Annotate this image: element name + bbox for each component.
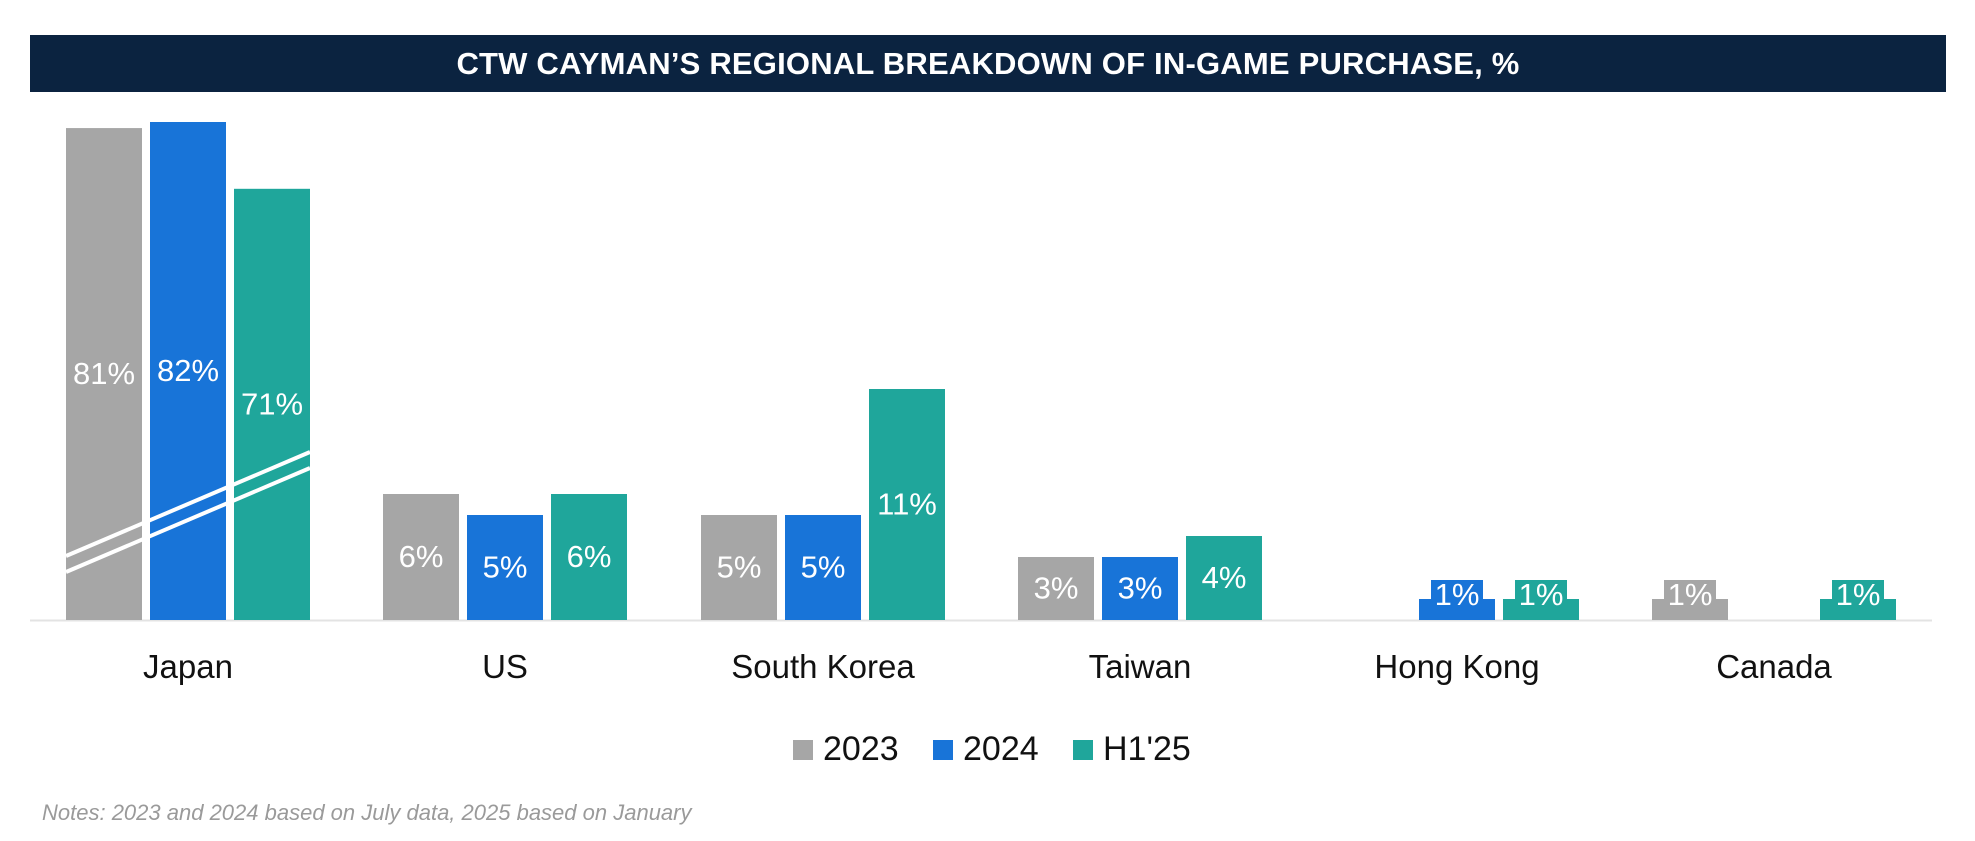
legend-swatch xyxy=(1073,740,1093,760)
data-label-canada-h125: 1% xyxy=(1836,577,1881,612)
data-label-us-2023: 6% xyxy=(399,539,444,574)
legend-label: 2023 xyxy=(823,730,899,768)
bar-japan-2024 xyxy=(150,122,226,620)
x-tick-label: Canada xyxy=(1716,648,1832,685)
data-label-japan-2024: 82% xyxy=(157,353,219,388)
legend-label: H1'25 xyxy=(1103,730,1191,768)
chart-title: CTW CAYMAN’S REGIONAL BREAKDOWN OF IN-GA… xyxy=(456,45,1520,81)
legend-swatch xyxy=(933,740,953,760)
data-label-us-h125: 6% xyxy=(567,539,612,574)
data-label-japan-h125: 71% xyxy=(241,386,303,421)
data-label-taiwan-2024: 3% xyxy=(1118,571,1163,606)
bar-taiwan-h125 xyxy=(1186,536,1262,620)
bar-us-2023 xyxy=(383,494,459,620)
x-tick-label: South Korea xyxy=(731,648,915,685)
bar-south-korea-h125 xyxy=(869,389,945,620)
axis-break-line xyxy=(65,466,311,574)
axis-break-line xyxy=(65,450,311,558)
data-label-taiwan-2023: 3% xyxy=(1034,571,1079,606)
x-tick-label: Japan xyxy=(143,648,233,685)
legend-label: 2024 xyxy=(963,730,1039,768)
data-label-japan-2023: 81% xyxy=(73,356,135,391)
bar-south-korea-2023 xyxy=(701,515,777,620)
bar-taiwan-2023 xyxy=(1018,557,1094,620)
data-label-south-korea-2023: 5% xyxy=(717,550,762,585)
bar-us-h125 xyxy=(551,494,627,620)
bar-taiwan-2024 xyxy=(1102,557,1178,620)
x-tick-label: US xyxy=(482,648,528,685)
data-label-hong-kong-2024: 1% xyxy=(1435,577,1480,612)
data-label-taiwan-h125: 4% xyxy=(1202,560,1247,595)
chart-title-bar: CTW CAYMAN’S REGIONAL BREAKDOWN OF IN-GA… xyxy=(30,35,1946,92)
chart-notes: Notes: 2023 and 2024 based on July data,… xyxy=(42,800,692,825)
bar-us-2024 xyxy=(467,515,543,620)
data-label-hong-kong-h125: 1% xyxy=(1519,577,1564,612)
data-label-bg-hong-kong-2024 xyxy=(1431,580,1483,620)
data-label-canada-2023: 1% xyxy=(1668,577,1713,612)
legend-swatch xyxy=(793,740,813,760)
x-tick-label: Hong Kong xyxy=(1374,648,1539,685)
bar-japan-h125 xyxy=(234,188,310,620)
data-label-bg-canada-2023 xyxy=(1664,580,1716,620)
data-label-south-korea-h125: 11% xyxy=(877,487,937,522)
data-label-bg-canada-h125 xyxy=(1832,580,1884,620)
bar-south-korea-2024 xyxy=(785,515,861,620)
data-label-south-korea-2024: 5% xyxy=(801,550,846,585)
data-label-bg-hong-kong-h125 xyxy=(1515,580,1567,620)
data-label-us-2024: 5% xyxy=(483,550,528,585)
x-tick-label: Taiwan xyxy=(1089,648,1192,685)
